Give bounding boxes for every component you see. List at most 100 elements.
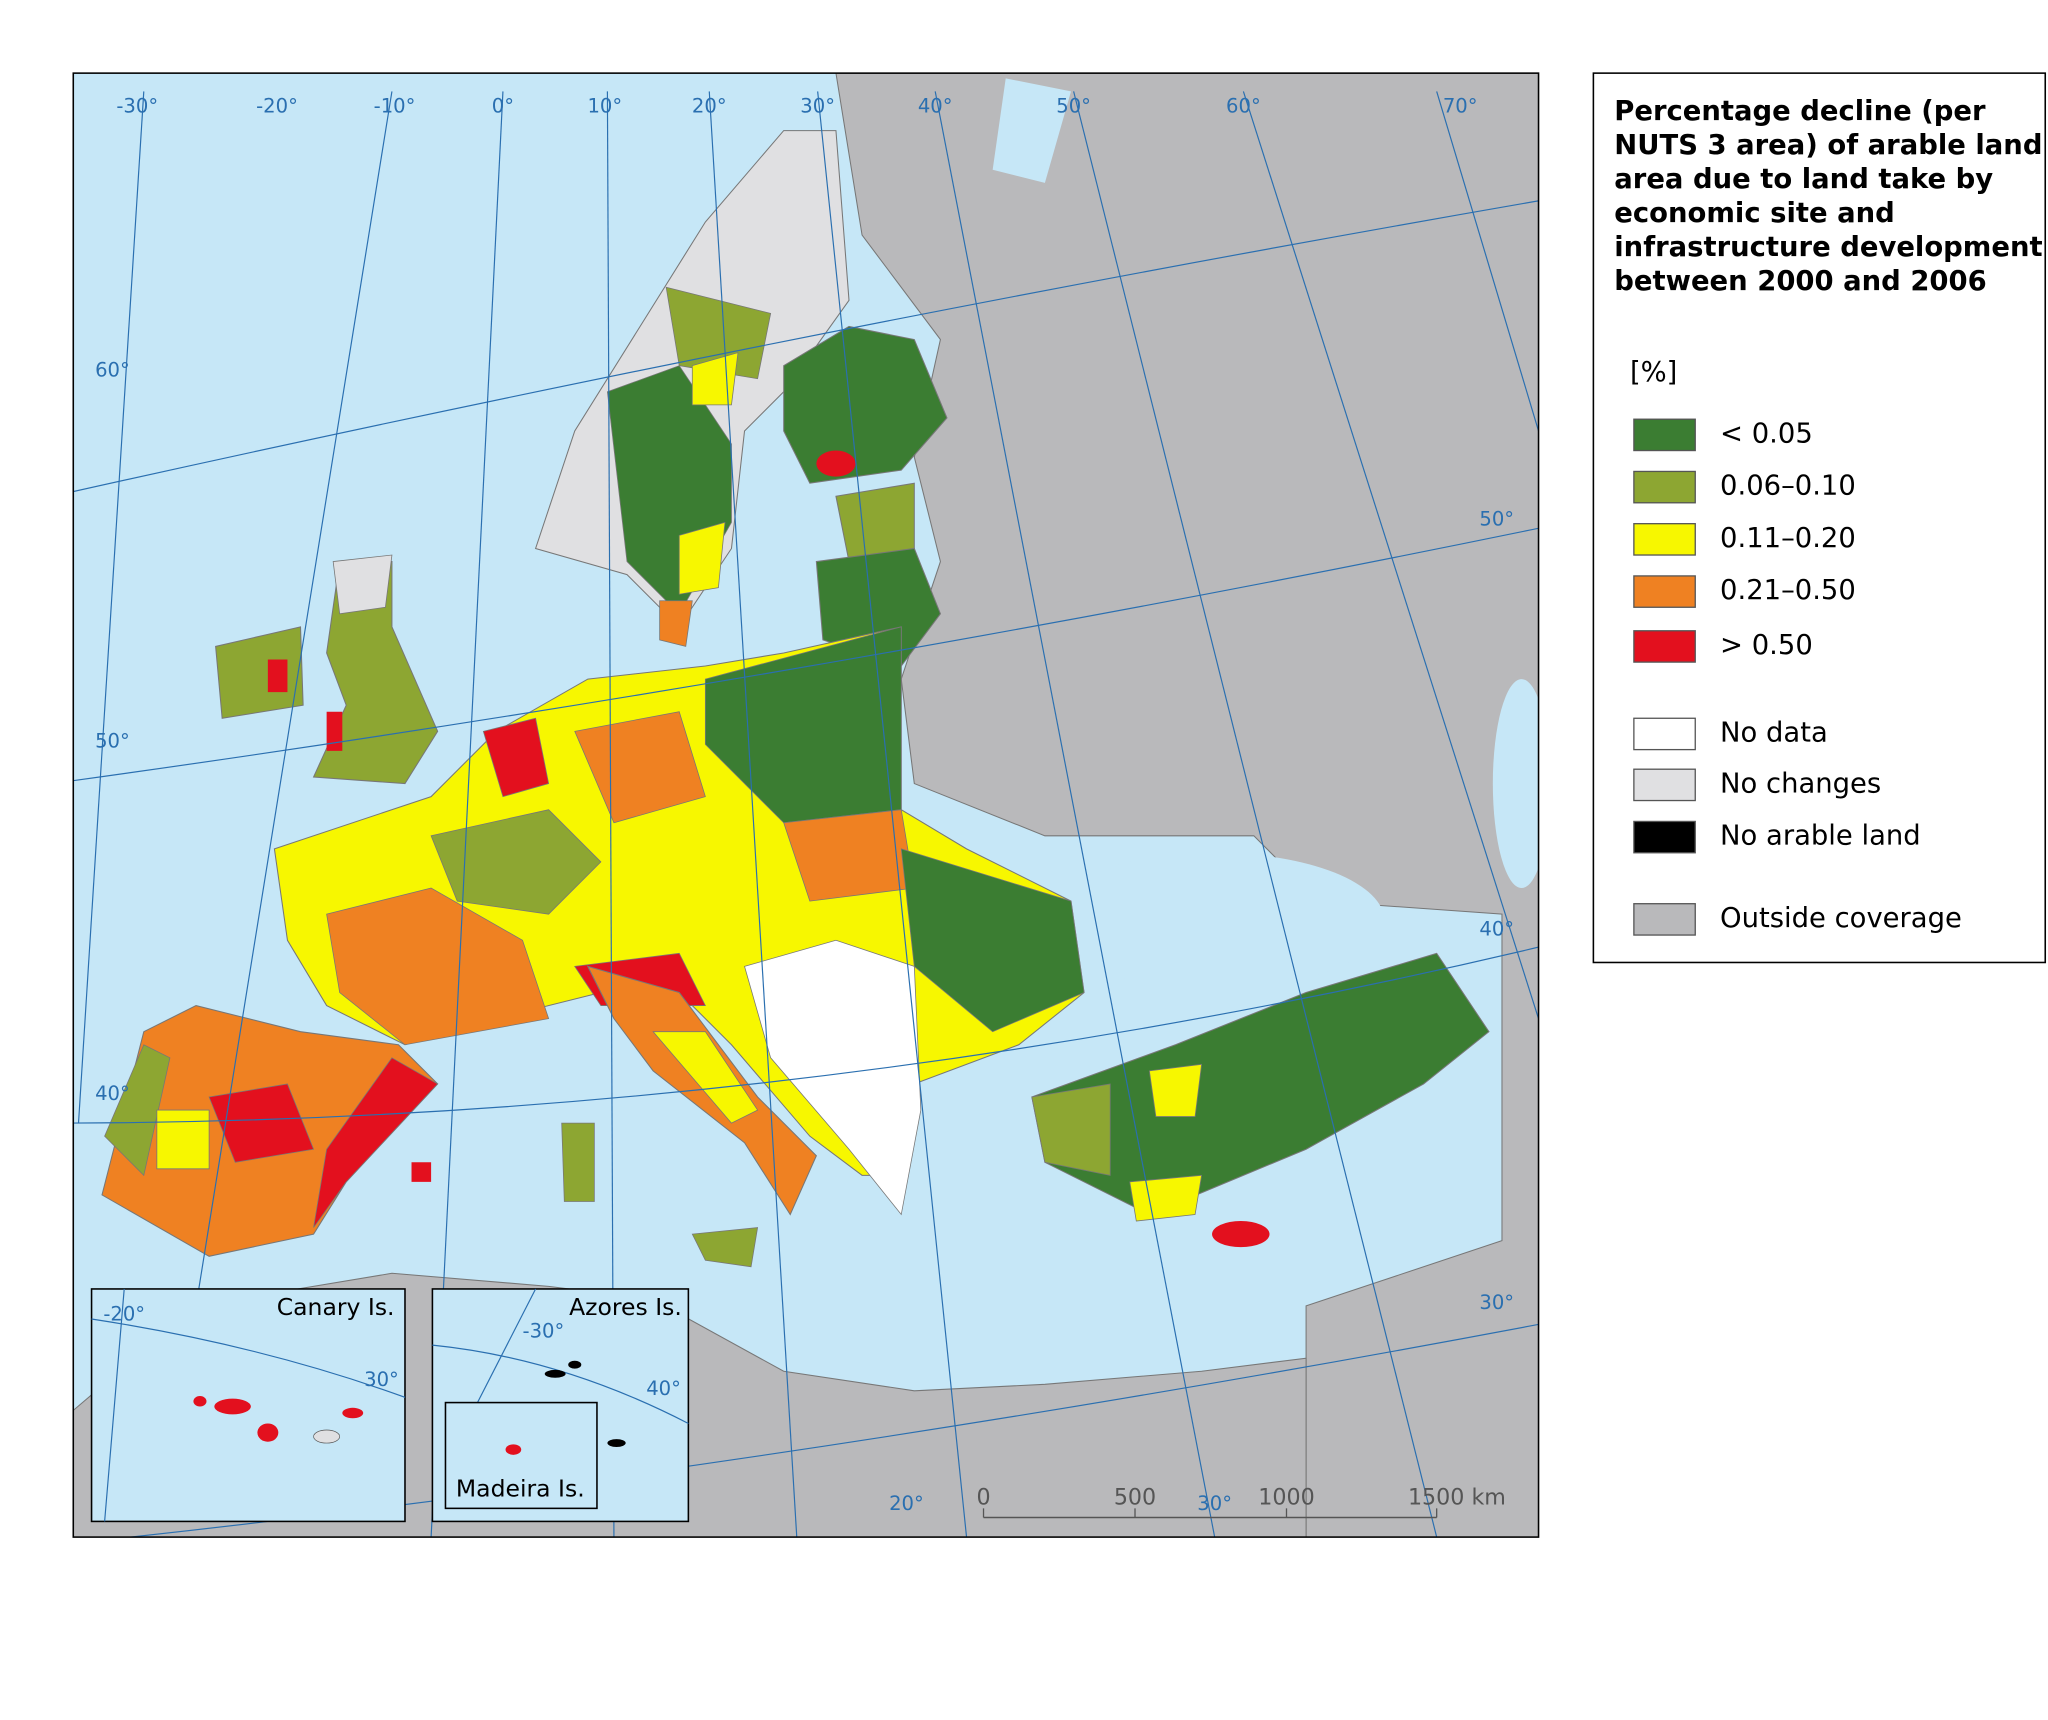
island [214, 1398, 251, 1415]
turkey [1031, 952, 1490, 1216]
legend-label: No changes [1720, 768, 1881, 799]
graticule-label: 40° [918, 95, 953, 118]
graticule-label: 50° [95, 729, 130, 752]
legend-label: 0.21–0.50 [1720, 575, 1856, 606]
region [326, 711, 343, 751]
inset-label: Azores Is. [569, 1293, 682, 1321]
region [208, 1083, 315, 1163]
graticule-label: 70° [1443, 95, 1478, 118]
legend-label: > 0.50 [1720, 630, 1813, 661]
graticule-label: -20° [256, 95, 298, 118]
island [257, 1423, 279, 1442]
graticule-labels: -30° -20° -10° 0° 10° 20° 30° 40° 50° 60° 70° 60° 50… [95, 95, 1514, 1515]
legend-swatch [1633, 820, 1696, 854]
region [411, 1162, 432, 1182]
region [1148, 1063, 1203, 1117]
region [267, 659, 288, 693]
graticule-label: 20° [692, 95, 727, 118]
region [156, 1109, 210, 1170]
legend-label: No arable land [1720, 821, 1921, 852]
white-sea [992, 78, 1072, 183]
inset-azores [431, 1288, 690, 1523]
graticule-label: -30° [523, 1320, 565, 1343]
legend-swatch [1633, 630, 1696, 663]
graticule-label: 40° [646, 1377, 681, 1400]
portugal [104, 1044, 171, 1177]
graticule-label: 10° [587, 95, 622, 118]
island [193, 1396, 207, 1407]
region [326, 887, 550, 1046]
scale-label: 1500 km [1408, 1484, 1506, 1510]
region [659, 600, 693, 647]
region [1031, 1083, 1111, 1176]
cyprus [1212, 1221, 1270, 1248]
legend-frame [1592, 72, 2047, 964]
legend-swatch [1633, 717, 1696, 751]
ireland [215, 626, 304, 719]
finland [783, 325, 948, 484]
black-sea [1044, 852, 1385, 989]
legend-unit: [%] [1630, 357, 1677, 388]
region [430, 809, 602, 915]
romania [900, 848, 1085, 1033]
island [313, 1429, 341, 1444]
legend-title-box: Percentage decline (per NUTS 3 area) of … [1614, 95, 2043, 297]
legend-label: < 0.05 [1720, 418, 1813, 449]
italy [586, 965, 817, 1216]
graticule-label: 40° [1479, 917, 1514, 940]
region [691, 352, 739, 406]
graticule-label: -30° [116, 95, 158, 118]
island [505, 1444, 522, 1455]
graticule-label: 0° [492, 95, 514, 118]
inset-frame [444, 1401, 598, 1510]
scale-label: 0 [976, 1484, 990, 1510]
sicily [691, 1227, 759, 1268]
graticule-label: 50° [1479, 507, 1514, 530]
legend-label: No data [1720, 717, 1828, 748]
legend-swatch [1633, 470, 1696, 504]
island [607, 1439, 626, 1447]
inset-label: Madeira Is. [456, 1475, 585, 1503]
island [568, 1360, 582, 1369]
region [574, 711, 706, 824]
caspian-sea [1492, 679, 1539, 889]
graticule-label: -20° [103, 1303, 145, 1326]
inset-label: Canary Is. [277, 1293, 395, 1321]
scale-label: 500 [1114, 1484, 1156, 1510]
legend-label: 0.06–0.10 [1720, 471, 1856, 502]
graticule-label: 60° [1226, 95, 1261, 118]
legend-swatch [1633, 575, 1696, 608]
sardinia [561, 1122, 595, 1202]
legend-title: Percentage decline (per NUTS 3 area) of … [1614, 95, 2043, 297]
graticule-label: 20° [889, 1492, 924, 1515]
legend-swatch [1633, 418, 1696, 452]
graticule-label: 50° [1056, 95, 1091, 118]
scale-label: 1000 [1258, 1484, 1314, 1510]
region [482, 717, 550, 798]
legend: Percentage decline (per NUTS 3 area) of … [1592, 72, 2047, 964]
region [678, 521, 726, 595]
balkans [744, 939, 922, 1216]
graticule-label: -10° [374, 95, 416, 118]
graticule-label: 30° [1479, 1291, 1514, 1314]
legend-label: 0.11–0.20 [1720, 523, 1856, 554]
inset-canary [90, 1288, 406, 1523]
graticule-label: 30° [1197, 1492, 1232, 1515]
legend-swatch [1633, 768, 1696, 802]
region [1129, 1174, 1203, 1222]
map-frame [72, 72, 1540, 1538]
graticule-label: 30° [364, 1368, 399, 1391]
baltics [815, 547, 942, 667]
region [665, 286, 772, 380]
legend-swatch [1633, 903, 1696, 936]
legend-label: Outside coverage [1720, 903, 1962, 934]
island [544, 1369, 566, 1378]
region [816, 450, 856, 477]
inset-labels: Canary Is. -20° 30° Azores Is.-30° 40° Madeir… [103, 1293, 682, 1503]
region [313, 1057, 439, 1228]
legend-swatch [1633, 523, 1696, 556]
graticule-label: 60° [95, 358, 130, 381]
scale-bar: 0 500 1000 1500 km [976, 1484, 1506, 1519]
